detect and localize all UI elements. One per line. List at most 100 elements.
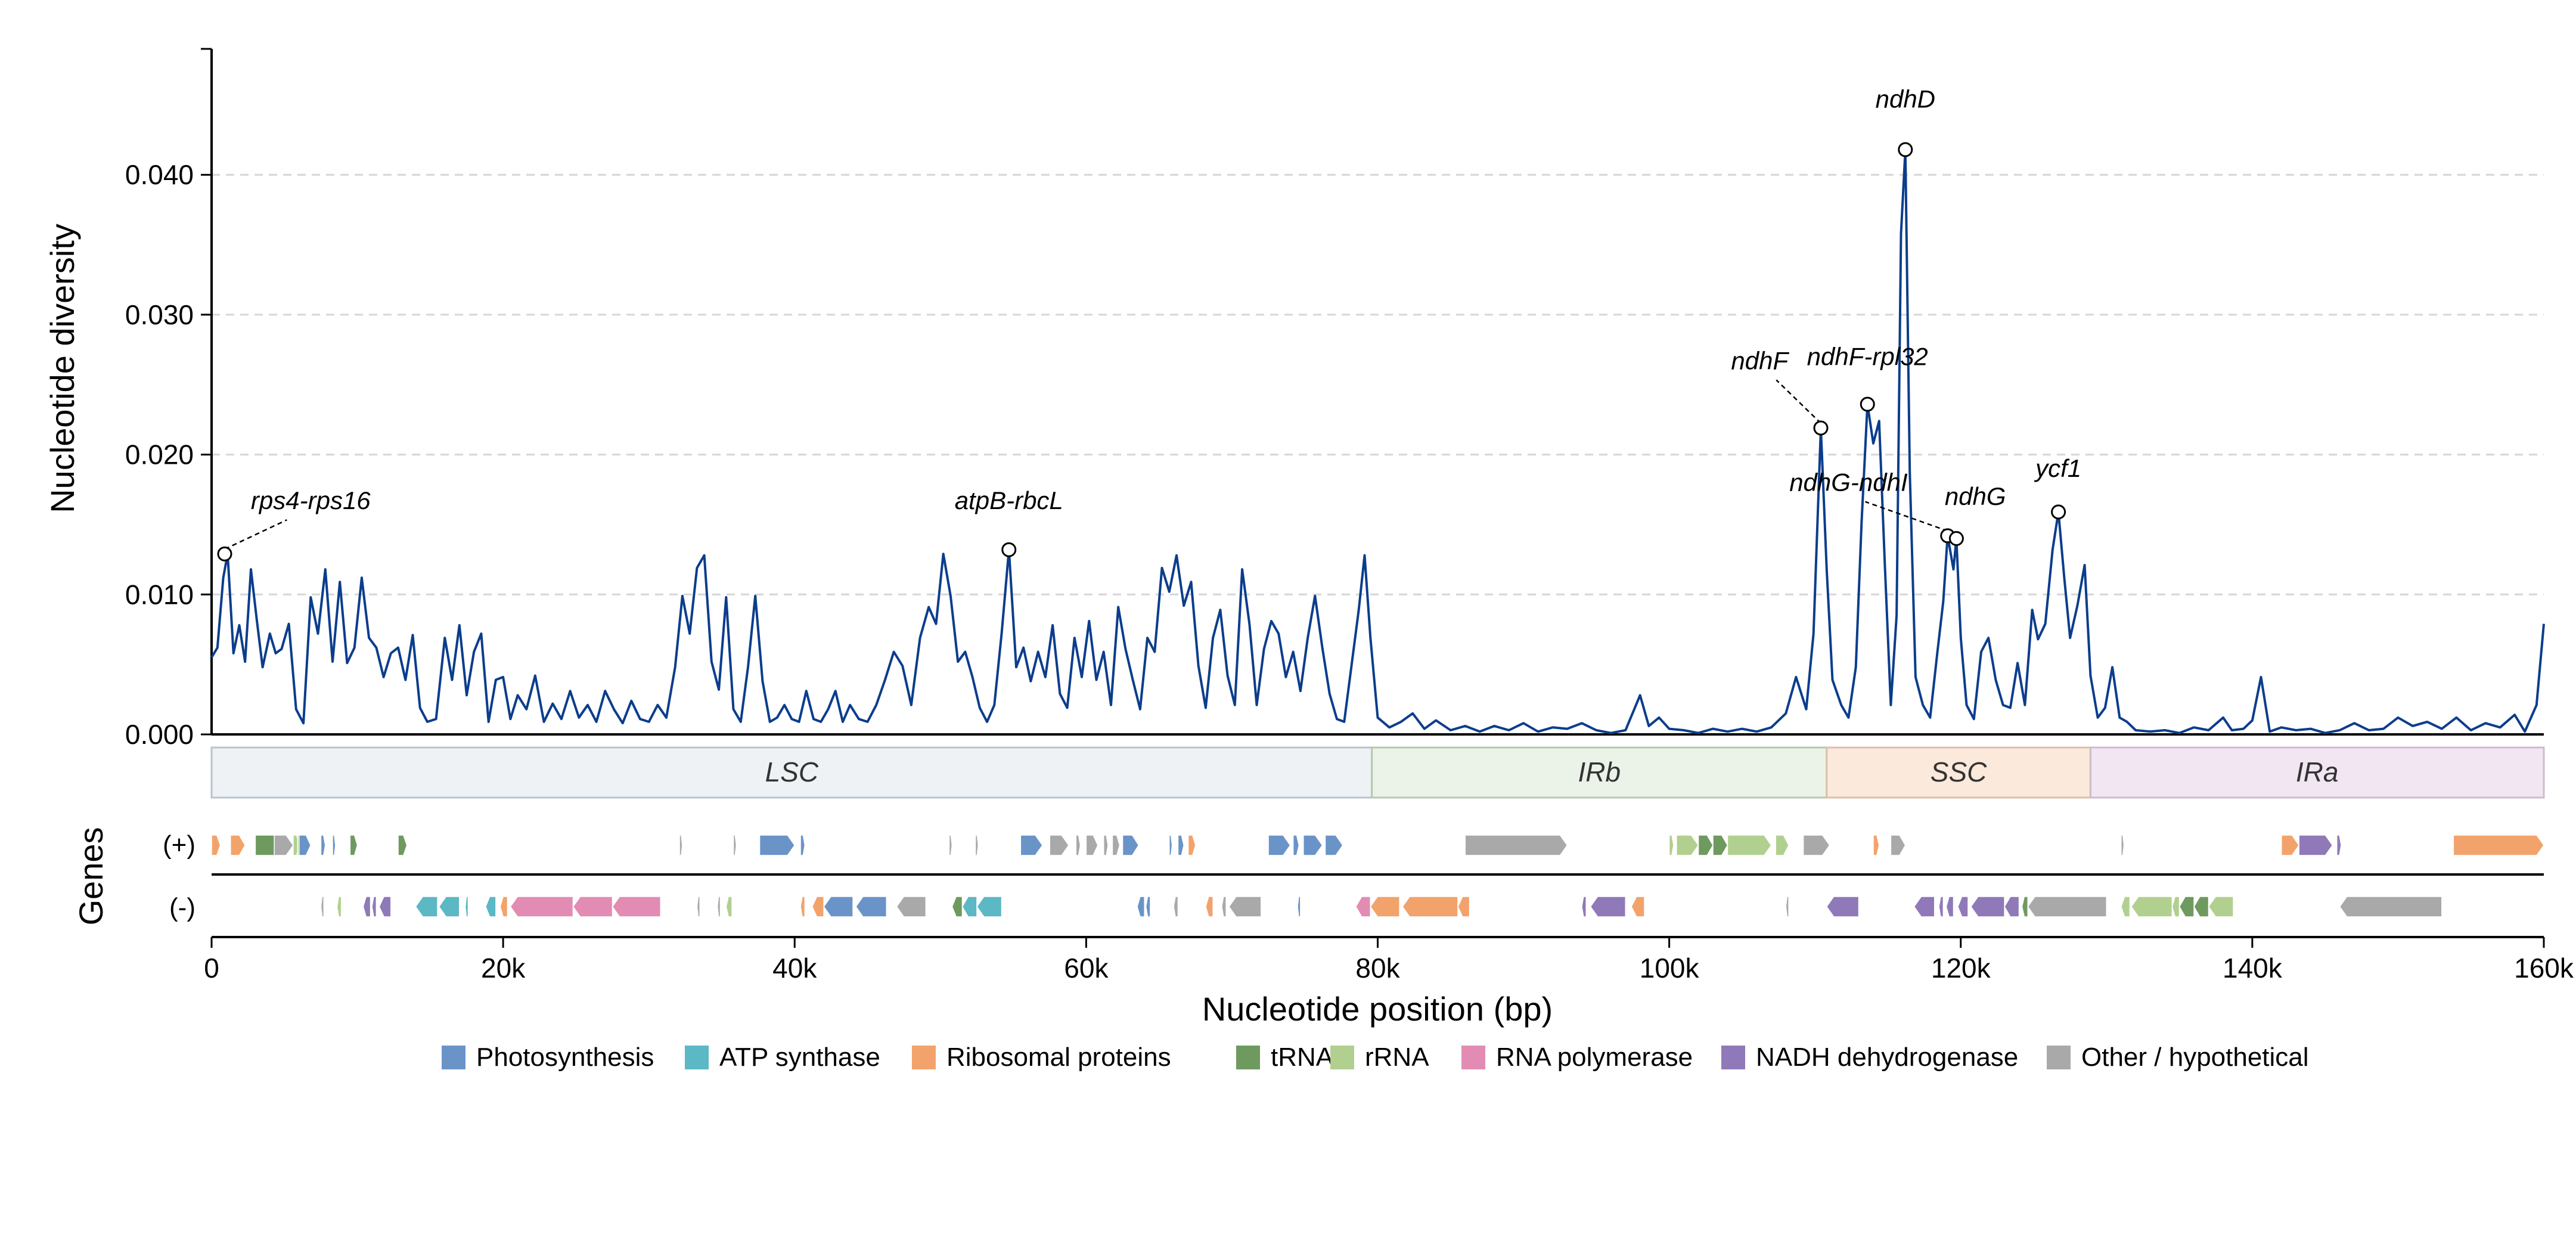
gene-block-ribosomal: [800, 896, 806, 917]
x-tick-label: 120k: [1931, 953, 1991, 984]
gene-block-ndh: [1913, 896, 1935, 917]
peak-annotations: rps4-rps16 atpB-rbcL ndhF ndhF-rpl32 ndhD ndh…: [217, 85, 2081, 562]
diversity-series-line: [210, 148, 2545, 734]
gene-block-ndh: [2336, 835, 2342, 856]
gene-block-other: [716, 896, 721, 917]
gene-block-rrna: [1676, 835, 1699, 856]
gene-block-ribosomal: [499, 896, 508, 917]
legend-label-rnapol: RNA polymerase: [1496, 1043, 1693, 1072]
gene-block-ndh: [1938, 896, 1944, 917]
gene-block-photosynthesis: [1268, 835, 1291, 856]
gridlines: [212, 173, 2544, 596]
legend-label-atp: ATP synthase: [719, 1043, 880, 1072]
gene-block-other: [1075, 835, 1081, 856]
x-tick-label: 100k: [1640, 953, 1700, 984]
gene-block-photosynthesis: [823, 896, 854, 917]
y-axis-title: Nucleotide diversity: [44, 224, 81, 513]
legend-swatch-atp: [685, 1046, 709, 1069]
gene-block-ribosomal: [230, 835, 246, 856]
gene-block-other: [733, 835, 737, 856]
gene-block-photosynthesis: [759, 835, 796, 856]
gene-block-other: [1464, 835, 1568, 856]
region-label: IRb: [1578, 756, 1621, 787]
y-axis: 0.000 0.010 0.020 0.030 0.040: [125, 48, 2544, 750]
region-label: LSC: [765, 756, 819, 787]
peak-label: ndhF-rpl32: [1807, 342, 1928, 370]
gene-block-rnapol: [510, 896, 574, 917]
gene-block-other: [1103, 835, 1109, 856]
gene-block-other: [2121, 835, 2125, 856]
gene-block-other: [948, 835, 953, 856]
region-label: SSC: [1931, 756, 1987, 787]
gene-block-atp: [976, 896, 1003, 917]
gene-block-rnapol: [572, 896, 613, 917]
gene-block-trna: [349, 835, 358, 856]
gene-block-ribosomal: [1457, 896, 1470, 917]
gene-block-other: [974, 835, 979, 856]
gene-block-ndh: [1957, 896, 1969, 917]
gene-block-other: [696, 896, 701, 917]
minus-strand-label: (-): [169, 893, 195, 922]
gene-block-ndh: [2004, 896, 2020, 917]
gene-block-photosynthesis: [800, 835, 806, 856]
peak-marker: [1948, 531, 1964, 546]
gene-block-ribosomal: [1402, 896, 1458, 917]
gene-block-photosynthesis: [320, 835, 326, 856]
x-tick-label: 160k: [2514, 953, 2574, 984]
gene-block-photosynthesis: [1020, 835, 1043, 856]
legend-swatch-ndh: [1721, 1046, 1745, 1069]
gene-block-ribosomal: [1187, 835, 1196, 856]
y-tick-label: 0.030: [125, 299, 194, 330]
peak-marker: [1813, 420, 1829, 436]
legend-label-ribosomal: Ribosomal proteins: [946, 1043, 1171, 1072]
peak-marker: [2051, 504, 2066, 520]
gene-block-photosynthesis: [1137, 896, 1145, 917]
gene-block-ndh: [371, 896, 377, 917]
gene-block-trna: [2178, 896, 2195, 917]
peak-marker: [1898, 142, 1913, 157]
x-tick-label: 20k: [481, 953, 526, 984]
gene-block-rrna: [2208, 896, 2234, 917]
gene-block-other: [1802, 835, 1830, 856]
gene-block-ribosomal: [2453, 835, 2544, 856]
gene-block-photosynthesis: [1122, 835, 1140, 856]
gene-block-trna: [2193, 896, 2209, 917]
annotation-leader-line: [1776, 379, 1821, 424]
x-tick-label: 140k: [2223, 953, 2283, 984]
diversity-line: [210, 148, 2545, 734]
gene-block-other: [274, 835, 294, 856]
gene-block-other: [679, 835, 683, 856]
x-tick-label: 0: [204, 953, 219, 984]
legend-swatch-ribosomal: [912, 1046, 936, 1069]
gene-block-photosynthesis: [1145, 896, 1151, 917]
gene-block-ndh: [1581, 896, 1587, 917]
peak-marker: [217, 546, 232, 562]
gene-block-other: [1173, 896, 1179, 917]
gene-track: [211, 835, 2544, 917]
gene-block-photosynthesis: [1324, 835, 1343, 856]
y-tick-label: 0.020: [125, 439, 194, 470]
gene-block-photosynthesis: [1169, 835, 1173, 856]
gene-block-other: [1221, 896, 1227, 917]
genes-track-title: Genes: [72, 827, 110, 926]
gene-block-photosynthesis: [332, 835, 336, 856]
region-lsc: [210, 746, 1373, 799]
gene-block-other: [2027, 896, 2108, 917]
gene-block-photosynthesis: [1292, 835, 1300, 856]
gene-block-ribosomal: [1873, 835, 1880, 856]
gene-block-other: [1890, 835, 1906, 856]
gene-block-rrna: [2171, 896, 2180, 917]
x-tick-label: 60k: [1064, 953, 1109, 984]
gene-block-ndh: [378, 896, 392, 917]
y-tick-label: 0.010: [125, 579, 194, 610]
gene-block-ndh: [2298, 835, 2333, 856]
legend-swatch-rrna: [1330, 1046, 1354, 1069]
gene-block-photosynthesis: [298, 835, 312, 856]
gene-block-rrna: [1668, 835, 1674, 856]
legend-swatch-other: [2047, 1046, 2071, 1069]
y-tick-label: 0.040: [125, 159, 194, 190]
gene-block-photosynthesis: [1303, 835, 1323, 856]
gene-block-ndh: [1826, 896, 1860, 917]
gene-block-ribosomal: [211, 835, 221, 856]
